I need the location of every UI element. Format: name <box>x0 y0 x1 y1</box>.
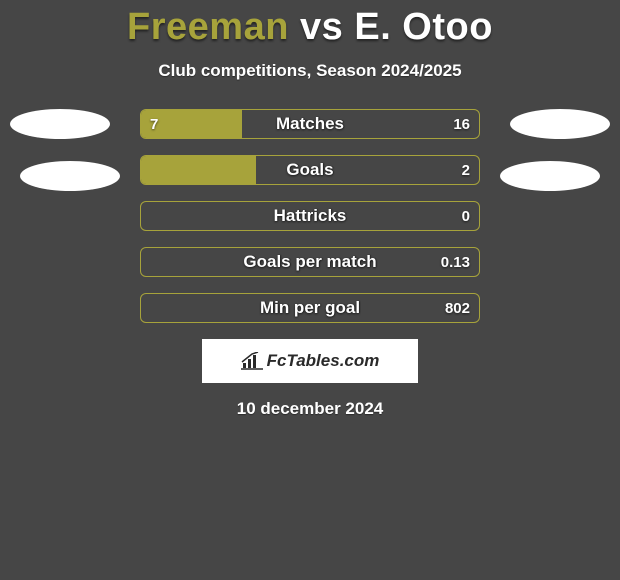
subtitle: Club competitions, Season 2024/2025 <box>0 61 620 81</box>
stat-label: Goals <box>140 155 480 185</box>
brand-logo: FcTables.com <box>241 351 380 371</box>
stats-container: 716Matches 2Goals 0Hattricks 0.13Goals per … <box>0 109 620 323</box>
stat-row: 716Matches <box>140 109 480 139</box>
stat-label: Hattricks <box>140 201 480 231</box>
avatar-placeholder-right-2 <box>500 161 600 191</box>
stat-label: Min per goal <box>140 293 480 323</box>
stat-row: 2Goals <box>140 155 480 185</box>
player2-name: E. Otoo <box>354 6 493 48</box>
comparison-title: Freeman vs E. Otoo <box>0 0 620 49</box>
stat-row: 802Min per goal <box>140 293 480 323</box>
avatar-placeholder-left-2 <box>20 161 120 191</box>
date-text: 10 december 2024 <box>0 399 620 419</box>
chart-icon <box>241 352 263 370</box>
stat-label: Matches <box>140 109 480 139</box>
brand-text: FcTables.com <box>267 351 380 371</box>
player1-name: Freeman <box>127 6 289 48</box>
vs-text: vs <box>300 6 343 48</box>
footer-brand-box: FcTables.com <box>202 339 418 383</box>
stat-row: 0Hattricks <box>140 201 480 231</box>
avatar-placeholder-left-1 <box>10 109 110 139</box>
avatar-placeholder-right-1 <box>510 109 610 139</box>
stat-label: Goals per match <box>140 247 480 277</box>
stat-row: 0.13Goals per match <box>140 247 480 277</box>
